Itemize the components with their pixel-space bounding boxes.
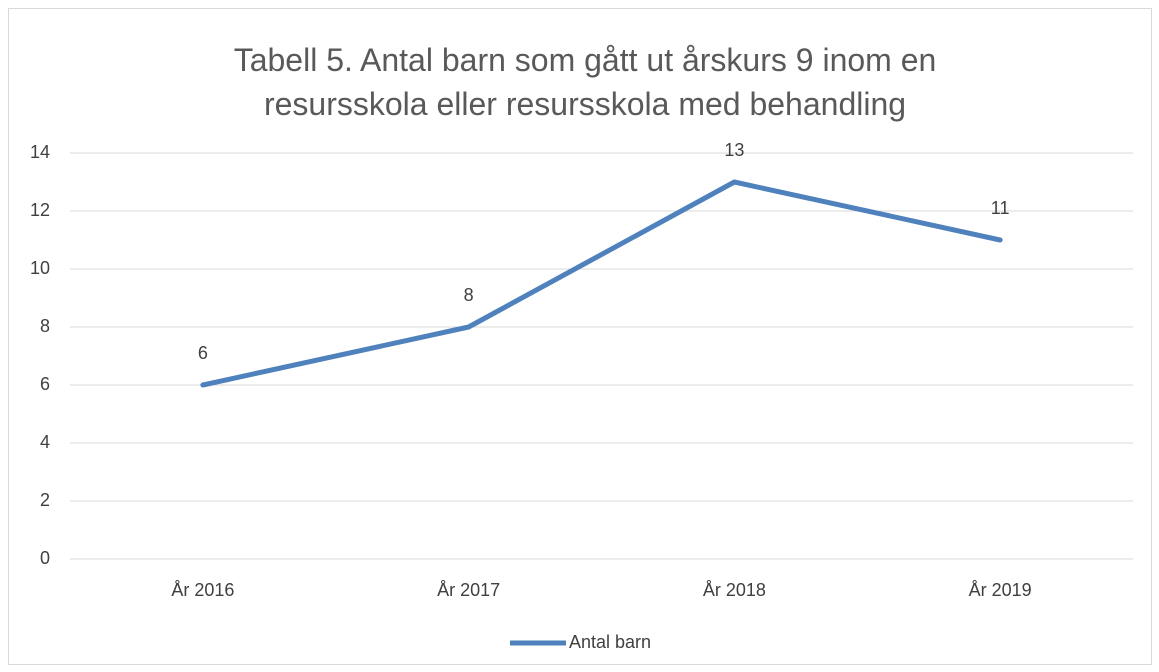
- chart-border: [8, 8, 1152, 665]
- data-label: 11: [991, 198, 1010, 218]
- y-tick-label: 2: [40, 490, 50, 510]
- x-tick-label: År 2019: [969, 580, 1032, 600]
- x-tick-label: År 2017: [437, 580, 500, 600]
- y-tick-label: 8: [40, 316, 50, 336]
- x-tick-label: År 2016: [171, 580, 234, 600]
- y-tick-label: 10: [30, 258, 50, 278]
- y-tick-label: 14: [30, 142, 50, 162]
- data-label: 13: [724, 140, 744, 160]
- y-tick-label: 6: [40, 374, 50, 394]
- data-label: 8: [464, 285, 474, 305]
- legend-label: Antal barn: [569, 632, 651, 652]
- x-tick-label: År 2018: [703, 580, 766, 600]
- chart-title: Tabell 5. Antal barn som gått ut årskurs…: [233, 42, 937, 122]
- y-tick-label: 0: [40, 548, 50, 568]
- y-tick-label: 4: [40, 432, 50, 452]
- line-series: [200, 179, 1003, 388]
- data-label: 6: [198, 343, 208, 363]
- y-tick-label: 12: [30, 200, 50, 220]
